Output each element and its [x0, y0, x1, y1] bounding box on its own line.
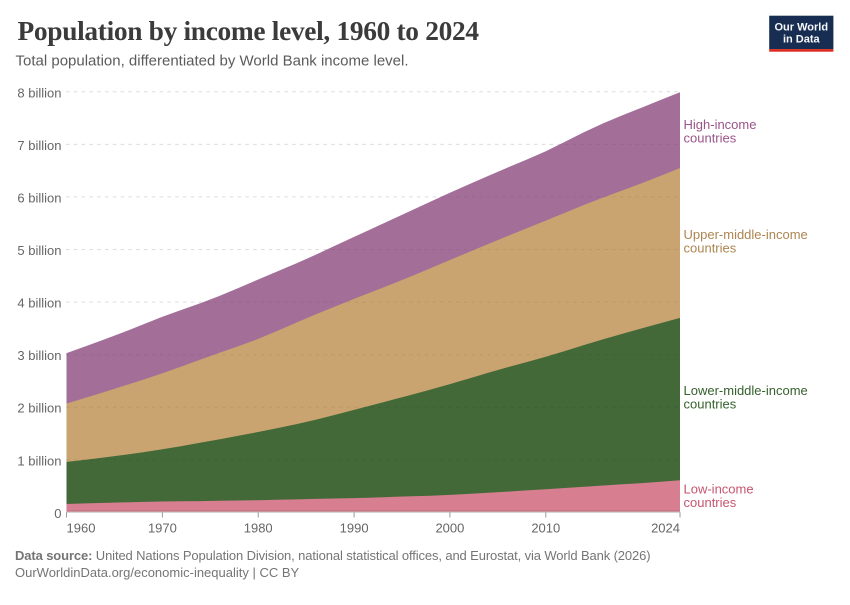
svg-text:countries: countries: [684, 131, 737, 146]
svg-text:countries: countries: [684, 495, 737, 510]
svg-text:countries: countries: [684, 397, 737, 412]
svg-text:1 billion: 1 billion: [17, 453, 61, 468]
svg-text:2024: 2024: [651, 520, 680, 535]
svg-text:6 billion: 6 billion: [17, 190, 61, 205]
svg-text:Upper-middle-income: Upper-middle-income: [684, 227, 808, 242]
svg-text:1980: 1980: [244, 520, 273, 535]
svg-text:7 billion: 7 billion: [17, 138, 61, 153]
svg-text:2000: 2000: [435, 520, 464, 535]
svg-text:4 billion: 4 billion: [17, 296, 61, 311]
svg-text:Population by income level, 19: Population by income level, 1960 to 2024: [18, 16, 480, 46]
svg-text:3 billion: 3 billion: [17, 348, 61, 363]
svg-text:High-income: High-income: [684, 117, 757, 132]
svg-text:2010: 2010: [531, 520, 560, 535]
svg-text:OurWorldinData.org/economic-in: OurWorldinData.org/economic-inequality |…: [15, 565, 300, 580]
svg-text:0: 0: [54, 506, 61, 521]
svg-text:Low-income: Low-income: [684, 481, 754, 496]
svg-text:5 billion: 5 billion: [17, 243, 61, 258]
svg-text:1970: 1970: [148, 520, 177, 535]
svg-text:in Data: in Data: [783, 34, 821, 46]
svg-text:countries: countries: [684, 241, 737, 256]
svg-text:1990: 1990: [340, 520, 369, 535]
svg-text:Total population, differentiat: Total population, differentiated by Worl…: [16, 53, 409, 70]
svg-text:2 billion: 2 billion: [17, 401, 61, 416]
svg-text:1960: 1960: [67, 520, 96, 535]
svg-text:8 billion: 8 billion: [17, 85, 61, 100]
svg-text:Our World: Our World: [775, 22, 829, 34]
svg-text:Lower-middle-income: Lower-middle-income: [684, 383, 808, 398]
svg-text:Data source: United Nations Po: Data source: United Nations Population D…: [15, 548, 650, 563]
